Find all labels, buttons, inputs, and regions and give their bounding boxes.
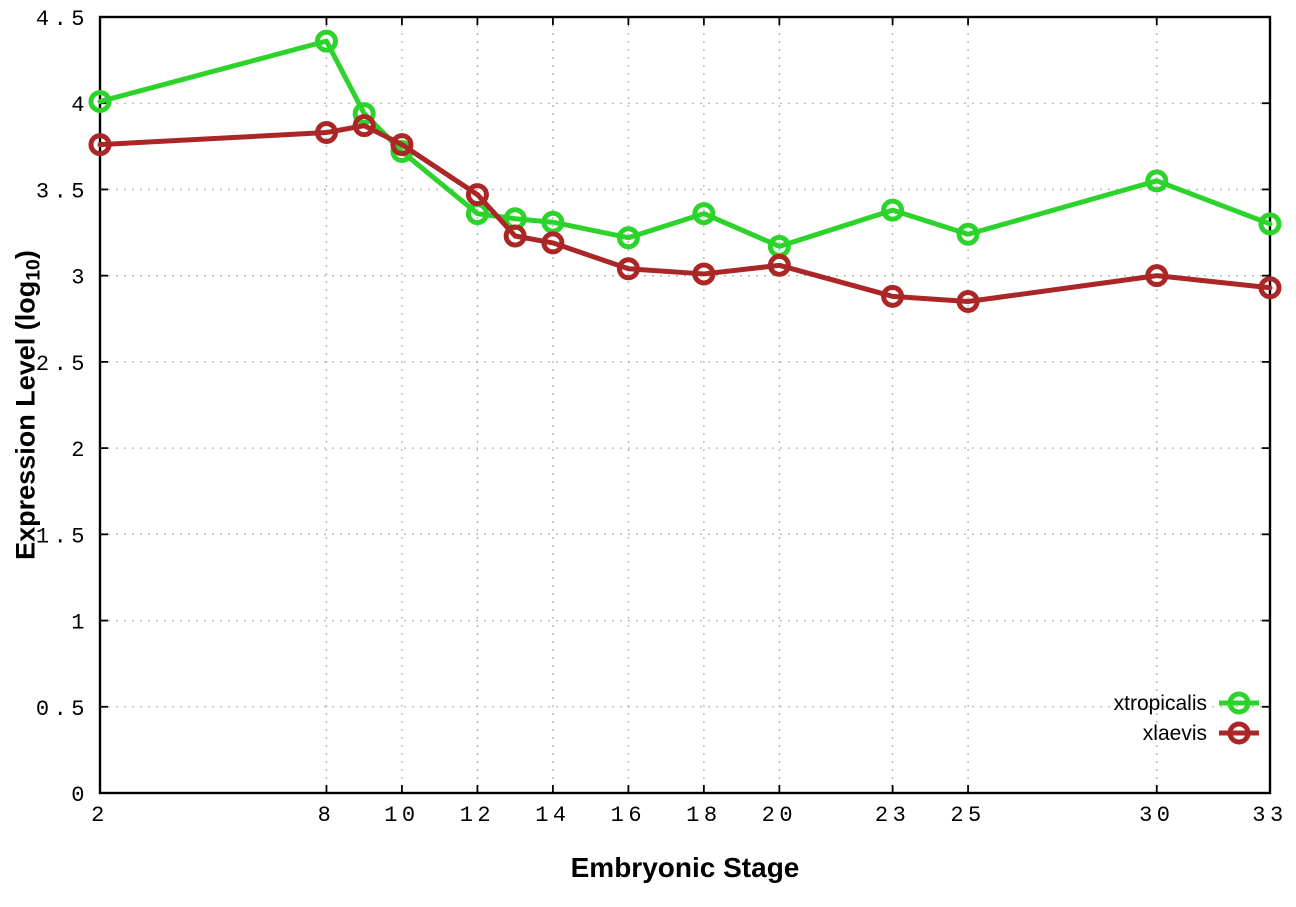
data-point-xtropicalis-stage-23 bbox=[881, 198, 905, 222]
x-tick-label: 2 bbox=[91, 803, 109, 828]
data-point-xlaevis-stage-16 bbox=[616, 257, 640, 281]
y-tick-labels: 0 0.5 1 1.5 2 2.5 3 3.5 4 4.5 bbox=[36, 7, 89, 808]
legend-marker-xlaevis-icon bbox=[1227, 721, 1251, 745]
data-point-xlaevis-stage-23 bbox=[881, 284, 905, 308]
data-point-xlaevis-stage-12 bbox=[465, 183, 489, 207]
data-point-xtropicalis-stage-30 bbox=[1145, 169, 1169, 193]
series-line-xlaevis bbox=[97, 123, 1273, 305]
x-tick-labels: 2 8 10 12 14 16 18 20 23 25 30 33 bbox=[91, 803, 1287, 828]
y-tick-label: 0 bbox=[71, 783, 89, 808]
x-tick-label: 33 bbox=[1252, 803, 1287, 828]
y-axis-title-main: Expression Level (log bbox=[10, 280, 41, 560]
gridlines bbox=[100, 17, 1270, 793]
series-xlaevis bbox=[88, 114, 1282, 314]
data-point-xlaevis-stage-8 bbox=[314, 121, 338, 145]
data-point-xlaevis-stage-2 bbox=[88, 133, 112, 157]
data-point-xtropicalis-stage-25 bbox=[956, 222, 980, 246]
legend-marker-xtropicalis-icon bbox=[1227, 691, 1251, 715]
y-tick-label: 1.5 bbox=[36, 524, 89, 549]
x-tick-label: 8 bbox=[318, 803, 336, 828]
data-point-xtropicalis-stage-16 bbox=[616, 226, 640, 250]
data-point-xlaevis-stage-13 bbox=[503, 224, 527, 248]
legend-label-xtropicalis: xtropicalis bbox=[1114, 692, 1207, 715]
data-point-xlaevis-stage-30 bbox=[1145, 264, 1169, 288]
x-tick-label: 30 bbox=[1139, 803, 1174, 828]
x-tick-label: 23 bbox=[875, 803, 910, 828]
series-xtropicalis bbox=[88, 29, 1282, 258]
data-point-xlaevis-stage-20 bbox=[767, 253, 791, 277]
y-tick-label: 2 bbox=[71, 438, 89, 463]
data-point-xtropicalis-stage-8 bbox=[314, 29, 338, 53]
x-axis-title: Embryonic Stage bbox=[570, 852, 800, 883]
y-tick-label: 2.5 bbox=[36, 352, 89, 377]
y-axis-title: Expression Level (log10) bbox=[11, 250, 46, 560]
y-tick-label: 3 bbox=[71, 266, 89, 291]
data-point-xtropicalis-stage-33 bbox=[1258, 212, 1282, 236]
y-tick-label: 4.5 bbox=[36, 7, 89, 32]
legend: xtropicalis xlaevis bbox=[1114, 691, 1259, 745]
x-tick-label: 18 bbox=[686, 803, 721, 828]
data-point-xlaevis-stage-25 bbox=[956, 290, 980, 314]
y-tick-label: 0.5 bbox=[36, 697, 89, 722]
data-point-xlaevis-stage-18 bbox=[692, 262, 716, 286]
y-tick-label: 1 bbox=[71, 611, 89, 636]
x-tick-label: 25 bbox=[950, 803, 985, 828]
data-point-xtropicalis-stage-18 bbox=[692, 202, 716, 226]
plot-border bbox=[98, 15, 1272, 795]
y-tick-label: 4 bbox=[71, 93, 89, 118]
y-axis-title-close: ) bbox=[10, 250, 41, 260]
data-point-xlaevis-stage-33 bbox=[1258, 276, 1282, 300]
x-tick-label: 16 bbox=[611, 803, 646, 828]
legend-label-xlaevis: xlaevis bbox=[1143, 722, 1207, 745]
data-point-xlaevis-stage-10 bbox=[390, 133, 414, 157]
x-tick-label: 20 bbox=[762, 803, 797, 828]
x-tick-label: 12 bbox=[460, 803, 495, 828]
series-line-xtropicalis bbox=[97, 38, 1273, 249]
data-point-xtropicalis-stage-2 bbox=[88, 89, 112, 113]
tick-marks bbox=[99, 16, 1271, 794]
y-tick-label: 3.5 bbox=[36, 179, 89, 204]
y-axis-title-subscript: 10 bbox=[22, 259, 45, 281]
x-tick-label: 14 bbox=[535, 803, 570, 828]
x-tick-label: 10 bbox=[384, 803, 419, 828]
data-point-xlaevis-stage-9 bbox=[352, 114, 376, 138]
data-point-xtropicalis-stage-9 bbox=[352, 102, 376, 126]
data-point-xlaevis-stage-14 bbox=[541, 231, 565, 255]
data-point-xtropicalis-stage-14 bbox=[541, 210, 565, 234]
